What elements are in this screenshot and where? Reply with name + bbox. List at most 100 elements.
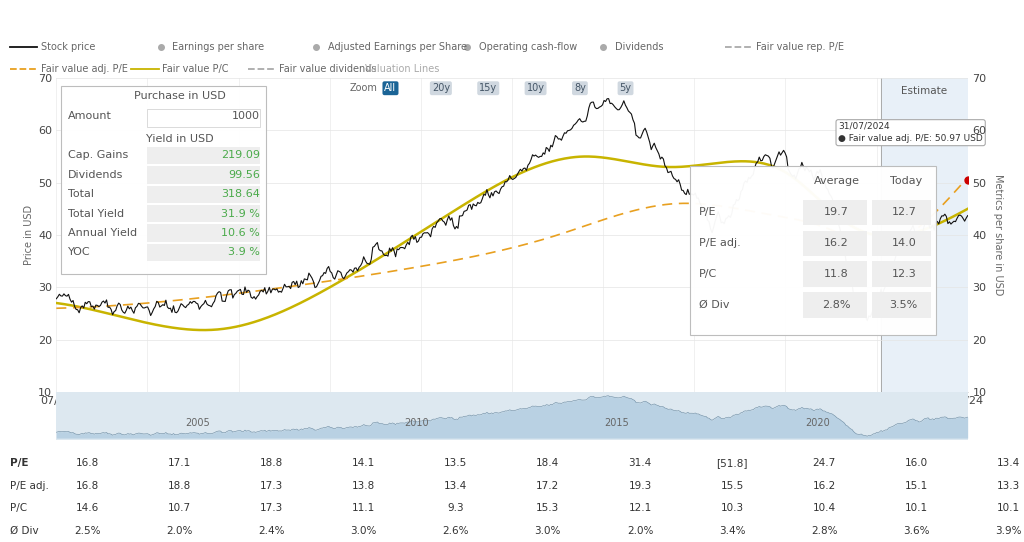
Text: 10.3: 10.3 [721, 503, 743, 513]
Bar [871, 292, 931, 318]
Text: P/C: P/C [698, 269, 717, 279]
Text: 13.5: 13.5 [444, 459, 467, 468]
Text: 2015: 2015 [604, 418, 629, 428]
Text: 2.4%: 2.4% [258, 526, 285, 535]
Bar [803, 292, 867, 318]
Bar [803, 200, 867, 225]
Text: 16.2: 16.2 [813, 481, 836, 491]
Text: 15.3: 15.3 [537, 503, 559, 513]
Bar [871, 261, 931, 287]
Text: Annual Yield: Annual Yield [69, 228, 137, 238]
Text: Purchase in USD: Purchase in USD [134, 91, 225, 101]
Text: 16.0: 16.0 [905, 459, 928, 468]
Text: 219.09: 219.09 [221, 150, 260, 160]
Bar [147, 185, 260, 203]
Text: 17.3: 17.3 [260, 503, 283, 513]
Text: 2005: 2005 [185, 418, 210, 428]
Text: 3.4%: 3.4% [719, 526, 745, 535]
Text: 31/07/2024
● Fair value adj. P/E: 50.97 USD: 31/07/2024 ● Fair value adj. P/E: 50.97 … [839, 122, 983, 144]
Text: Fair value calculation Campbell Soup: Fair value calculation Campbell Soup [345, 10, 679, 28]
Text: 2.5%: 2.5% [74, 526, 100, 535]
Text: 12.7: 12.7 [891, 207, 916, 217]
Text: Fair value adj. P/E: Fair value adj. P/E [41, 64, 128, 74]
Text: 3.5%: 3.5% [890, 300, 918, 309]
Bar [147, 108, 260, 126]
Text: 2010: 2010 [404, 418, 429, 428]
Text: 10.4: 10.4 [813, 503, 836, 513]
Text: 12.1: 12.1 [629, 503, 651, 513]
Text: Adjusted Earnings per Share: Adjusted Earnings per Share [328, 42, 467, 52]
FancyBboxPatch shape [60, 86, 266, 274]
Text: 3.9 %: 3.9 % [228, 248, 260, 257]
Bar [871, 231, 931, 256]
Text: Average: Average [814, 176, 860, 186]
Text: 15.5: 15.5 [721, 481, 743, 491]
Bar [803, 261, 867, 287]
Y-axis label: Metrics per share in USD: Metrics per share in USD [993, 175, 1004, 296]
Bar [147, 224, 260, 242]
Bar [803, 231, 867, 256]
Text: P/C: P/C [10, 503, 28, 513]
Bar [871, 200, 931, 225]
Bar [147, 205, 260, 222]
X-axis label: Date: Date [499, 410, 525, 421]
Text: 18.4: 18.4 [537, 459, 559, 468]
Text: 18.8: 18.8 [168, 481, 190, 491]
Text: 9.3: 9.3 [447, 503, 464, 513]
Bar [147, 244, 260, 261]
Text: Ø Div: Ø Div [698, 300, 729, 309]
Text: 17.3: 17.3 [260, 481, 283, 491]
Text: 3.0%: 3.0% [535, 526, 561, 535]
Text: 13.4: 13.4 [997, 459, 1020, 468]
Text: Ø Div: Ø Div [10, 526, 39, 535]
Text: 10y: 10y [526, 83, 545, 93]
Bar [147, 166, 260, 184]
FancyBboxPatch shape [690, 166, 936, 335]
Text: 19.7: 19.7 [823, 207, 849, 217]
Text: 10.7: 10.7 [168, 503, 190, 513]
Text: 10.1: 10.1 [997, 503, 1020, 513]
Text: Cap. Gains: Cap. Gains [69, 150, 128, 160]
Text: 2.8%: 2.8% [811, 526, 838, 535]
Text: P/E adj.: P/E adj. [698, 238, 740, 248]
Text: 18.8: 18.8 [260, 459, 283, 468]
Text: Dividends: Dividends [614, 42, 664, 52]
Text: 24.7: 24.7 [813, 459, 836, 468]
Text: All: All [384, 83, 396, 93]
Text: Stock price: Stock price [41, 42, 95, 52]
Text: 31.4: 31.4 [629, 459, 651, 468]
Text: Total: Total [69, 189, 94, 199]
Text: [51.8]: [51.8] [717, 459, 748, 468]
Text: 99.56: 99.56 [228, 170, 260, 180]
Text: 15.1: 15.1 [905, 481, 928, 491]
Text: Earnings per share: Earnings per share [172, 42, 264, 52]
Text: 13.4: 13.4 [444, 481, 467, 491]
Text: 3.9%: 3.9% [995, 526, 1022, 535]
Text: 3.6%: 3.6% [903, 526, 930, 535]
Text: 16.8: 16.8 [76, 481, 98, 491]
Text: Total Yield: Total Yield [69, 209, 124, 218]
Y-axis label: Price in USD: Price in USD [24, 205, 34, 265]
Text: Zoom: Zoom [349, 83, 377, 93]
Text: Fair value P/C: Fair value P/C [163, 64, 229, 74]
Text: Fair value dividends: Fair value dividends [280, 64, 377, 74]
Text: Valuation Lines: Valuation Lines [365, 64, 439, 74]
Text: 14.0: 14.0 [892, 238, 916, 248]
Text: Amount: Amount [69, 111, 112, 121]
Text: YOC: YOC [69, 248, 91, 257]
Text: Estimate: Estimate [901, 86, 947, 96]
Text: P/E: P/E [10, 459, 29, 468]
Text: 15y: 15y [479, 83, 498, 93]
Text: Fair value rep. P/E: Fair value rep. P/E [756, 42, 844, 52]
Text: 17.2: 17.2 [537, 481, 559, 491]
Text: 11.1: 11.1 [352, 503, 375, 513]
Text: Operating cash-flow: Operating cash-flow [478, 42, 577, 52]
Text: 12.3: 12.3 [892, 269, 916, 279]
Text: 17.1: 17.1 [168, 459, 190, 468]
Bar [147, 147, 260, 164]
Text: 2.0%: 2.0% [627, 526, 653, 535]
Bar [881, 78, 968, 392]
Text: 3.0%: 3.0% [350, 526, 377, 535]
Text: 2020: 2020 [805, 418, 829, 428]
Text: Today: Today [890, 176, 923, 186]
